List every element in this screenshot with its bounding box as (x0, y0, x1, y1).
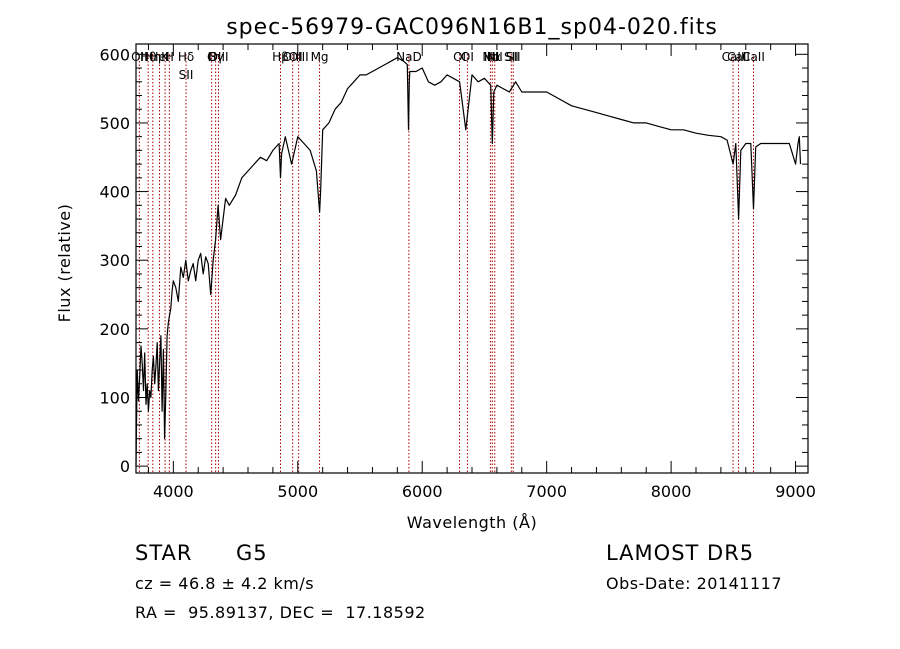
line-label-6-0: Hδ (178, 50, 194, 64)
y-tick-label-0: 0 (120, 457, 130, 476)
line-label-6-1: SII (179, 68, 194, 82)
observation-date: Obs-Date: 20141117 (606, 574, 783, 593)
line-label-22-0: CaII (722, 50, 745, 64)
spectral-subclass: G5 (236, 541, 268, 565)
line-label-17-0: NII (482, 50, 498, 64)
chart-title: spec-56979-GAC096N16B1_sp04-020.fits (226, 15, 718, 40)
line-label-19-0: NII (487, 50, 503, 64)
line-label-2-0: Hη (144, 50, 161, 64)
line-label-16-0: OI (461, 50, 474, 64)
coordinates: RA = 95.89137, DEC = 17.18592 (135, 603, 426, 622)
x-tick-label-1: 5000 (277, 482, 318, 501)
line-label-15-0: OI (453, 50, 466, 64)
y-tick-label-6: 600 (99, 45, 130, 64)
y-axis-label: Flux (relative) (55, 204, 74, 323)
line-label-7-0: G (207, 50, 216, 64)
x-axis-label: Wavelength (Å) (407, 513, 537, 532)
line-label-8-0: Hγ (208, 50, 224, 64)
line-label-21-0: SII (506, 50, 521, 64)
line-label-24-0: CaII (742, 50, 765, 64)
x-tick-label-5: 9000 (775, 482, 816, 501)
line-label-23-0: CaII (727, 50, 750, 64)
line-label-1-0: Hθ (140, 50, 156, 64)
line-label-20-0: SII (504, 50, 519, 64)
y-tick-label-2: 200 (99, 320, 130, 339)
line-label-3-0: HeI (150, 50, 170, 64)
line-label-12-0: OIII (289, 50, 309, 64)
line-label-4-0: K (161, 50, 170, 64)
redshift-info: cz = 46.8 ± 4.2 km/s (135, 574, 315, 593)
survey-name: LAMOST DR5 (606, 541, 755, 565)
line-label-13-0: Mg (311, 50, 329, 64)
y-tick-label-4: 400 (99, 183, 130, 202)
line-label-5-0: H (165, 50, 174, 64)
y-tick-label-1: 100 (99, 388, 130, 407)
plot-frame (135, 43, 809, 474)
x-tick-label-4: 8000 (651, 482, 692, 501)
x-tick-label-0: 4000 (153, 482, 194, 501)
x-tick-label-3: 7000 (526, 482, 567, 501)
line-label-9-0: OIII (208, 50, 228, 64)
spectrum-line (135, 57, 802, 467)
line-label-10-0: Hβ (272, 50, 289, 64)
line-label-0-0: OII (131, 50, 148, 64)
x-tick-label-2: 6000 (402, 482, 443, 501)
y-tick-label-5: 500 (99, 114, 130, 133)
object-type: STAR (135, 541, 193, 565)
line-label-18-0: Hα (484, 50, 501, 64)
y-tick-label-3: 300 (99, 251, 130, 270)
line-label-14-0: NaD (396, 50, 422, 64)
